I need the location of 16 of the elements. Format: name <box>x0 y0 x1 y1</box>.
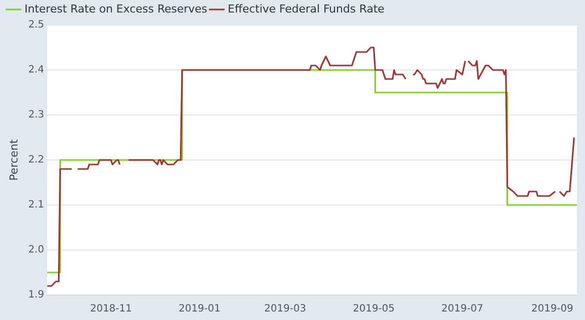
y-tick-label: 2.3 <box>28 110 44 121</box>
y-tick-label: 1.9 <box>28 290 44 301</box>
y-tick-label: 2.1 <box>28 200 44 211</box>
x-tick-label: 2019-07 <box>441 304 484 315</box>
x-tick-label: 2019-03 <box>264 304 306 315</box>
y-tick-label: 2.5 <box>28 20 44 31</box>
y-tick-label: 2.0 <box>28 244 44 256</box>
x-tick-label: 2019-09 <box>531 304 574 315</box>
x-tick-label: 2019-01 <box>178 304 220 315</box>
y-tick-label: 2.4 <box>28 64 44 76</box>
legend-label: Interest Rate on Excess Reserves <box>24 2 208 16</box>
legend-label: Effective Federal Funds Rate <box>228 2 385 16</box>
x-tick-label: 2019-05 <box>352 304 395 315</box>
x-tick-label: 2018-11 <box>90 304 132 315</box>
y-axis-title: Percent <box>7 138 20 181</box>
y-tick-label: 2.2 <box>28 154 44 166</box>
